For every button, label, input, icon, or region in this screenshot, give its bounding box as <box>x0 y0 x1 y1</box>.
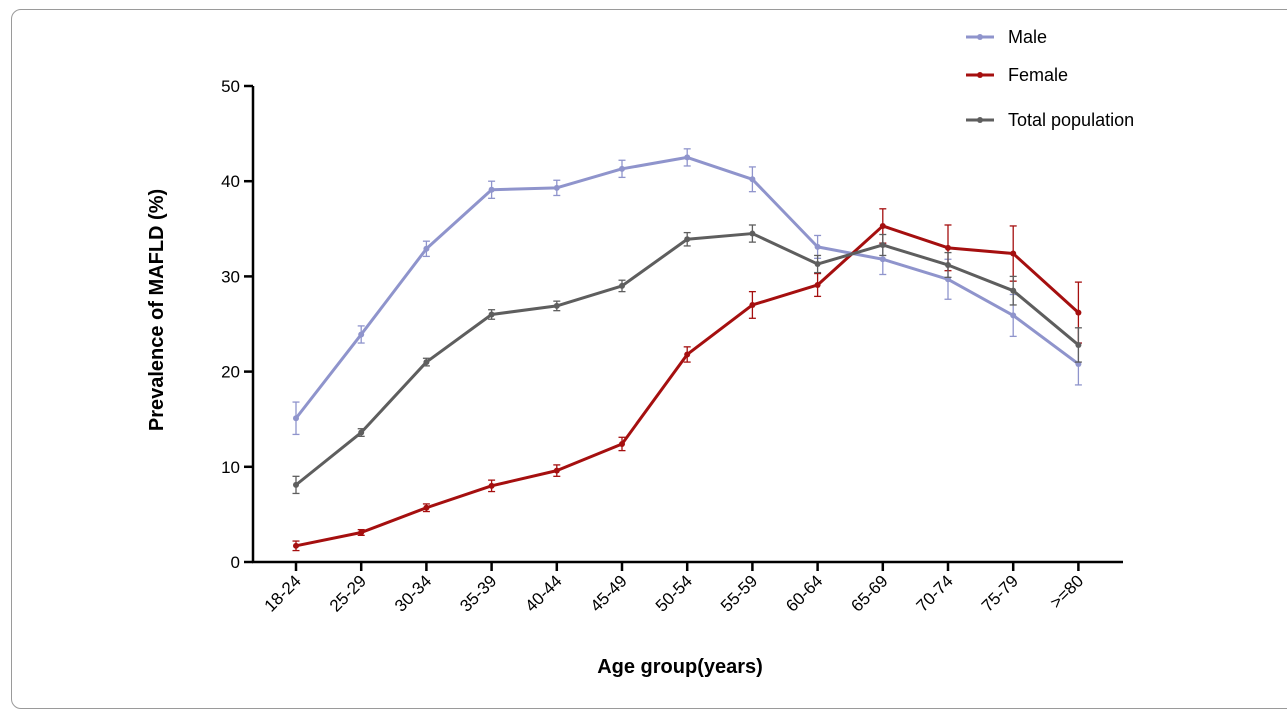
data-point <box>423 504 430 511</box>
y-tick-label: 30 <box>221 267 240 286</box>
x-tick-label: 40-44 <box>521 571 565 615</box>
data-point <box>423 359 430 366</box>
y-tick-label: 0 <box>231 553 240 572</box>
x-tick-label: 70-74 <box>913 571 957 615</box>
x-tick-label: 55-59 <box>717 571 761 615</box>
y-tick-label: 40 <box>221 172 240 191</box>
data-point <box>619 165 625 172</box>
data-point <box>814 261 821 268</box>
legend-swatch-marker <box>977 72 983 78</box>
y-axis-title: Prevalence of MAFLD (%) <box>146 189 168 431</box>
plot-area: 0 10 20 30 40 50 18-24 25-29 30-34 35-39 40-44 45-4… <box>221 27 1134 616</box>
data-point <box>488 482 495 489</box>
x-tick-label: 75-79 <box>978 571 1022 615</box>
prevalence-line-chart: 0 10 20 30 40 50 18-24 25-29 30-34 35-39 40-44 45-4… <box>146 27 1134 678</box>
x-tick-label: 35-39 <box>456 571 500 615</box>
data-point <box>619 282 625 289</box>
data-point <box>945 261 951 268</box>
data-point <box>879 222 886 229</box>
series-line-1 <box>295 224 1080 548</box>
data-point <box>553 302 560 309</box>
data-point <box>1010 250 1017 257</box>
series-line-0 <box>294 155 1080 420</box>
data-point <box>814 281 821 288</box>
data-point <box>358 331 365 338</box>
data-point <box>293 542 299 549</box>
legend-swatch-marker <box>977 34 983 40</box>
data-point <box>488 186 495 193</box>
x-tick-label: >=80 <box>1046 571 1087 612</box>
x-tick-label: 65-69 <box>847 571 891 615</box>
data-point <box>293 481 299 488</box>
legend-label: Total population <box>1008 110 1134 130</box>
x-tick-label: 25-29 <box>326 571 370 615</box>
data-point <box>1010 312 1017 319</box>
legend-swatch-marker <box>977 117 983 123</box>
data-point <box>358 429 365 436</box>
data-point <box>684 236 691 243</box>
x-tick-label: 30-34 <box>391 571 435 615</box>
data-point <box>684 351 691 358</box>
data-point <box>814 243 821 250</box>
y-tick-label: 50 <box>221 77 240 96</box>
data-point <box>293 415 299 422</box>
x-tick-label: 45-49 <box>587 571 631 615</box>
x-axis-title: Age group(years) <box>597 656 763 678</box>
data-point <box>1075 309 1082 316</box>
y-tick-label: 20 <box>221 363 240 382</box>
x-tick-label: 18-24 <box>261 571 305 615</box>
x-tick-label: 60-64 <box>782 571 826 615</box>
data-point <box>749 301 756 308</box>
data-point <box>553 184 560 191</box>
data-point <box>879 256 886 263</box>
data-point <box>1010 287 1017 294</box>
data-point <box>423 245 430 252</box>
x-tick-label: 50-54 <box>652 571 696 615</box>
data-point <box>749 230 756 237</box>
data-point <box>619 440 625 447</box>
legend-label: Female <box>1008 65 1068 85</box>
data-point <box>684 154 691 161</box>
legend-label: Male <box>1008 27 1047 47</box>
data-point <box>945 244 951 251</box>
data-point <box>749 176 756 183</box>
data-point <box>1075 341 1082 348</box>
data-point <box>879 241 886 248</box>
y-tick-label: 10 <box>221 458 240 477</box>
data-point <box>358 529 365 536</box>
data-point <box>488 311 495 318</box>
data-point <box>553 467 560 474</box>
